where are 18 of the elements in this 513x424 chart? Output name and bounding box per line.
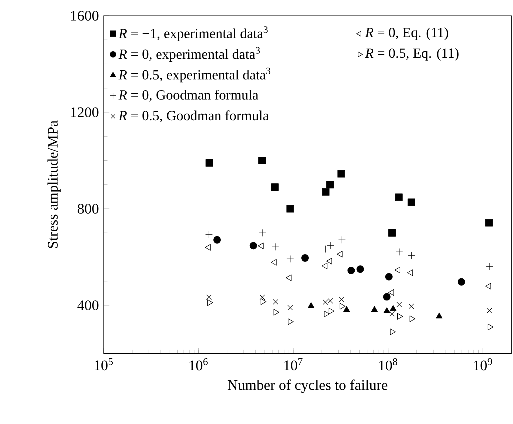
x-tick-label: 10$^{6}$	[190, 358, 208, 371]
x-tick-label: 10$^{7}$	[284, 358, 303, 371]
legend-label: R = −1, experimental data$^{3}$	[118, 26, 268, 42]
legend-label: R = 0, experimental data$^{3}$	[118, 47, 260, 62]
x-tick-label: 10$^{9}$	[474, 358, 492, 371]
legend-label: R = 0, Eq. (11)	[365, 28, 448, 40]
y-axis-title: Stress amplitude/MPa	[48, 120, 61, 248]
x-tick-label: 10$^{8}$	[379, 358, 398, 371]
x-axis-title: Number of cycles to failure	[228, 380, 388, 394]
x-tick-label: 10$^{5}$	[95, 358, 114, 371]
y-tick-label: 400	[78, 300, 99, 311]
legend-label: R = 0.5, Goodman formula	[118, 110, 269, 123]
legend-label: R = 0.5, experimental data$^{3}$	[118, 68, 271, 83]
y-tick-label: 1600	[71, 11, 99, 22]
legend-label: R = 0, Goodman formula	[118, 90, 259, 102]
y-tick-label: 1200	[71, 108, 99, 118]
legend-label: R = 0.5, Eq. (11)	[365, 48, 459, 62]
y-tick-label: 800	[78, 204, 99, 214]
